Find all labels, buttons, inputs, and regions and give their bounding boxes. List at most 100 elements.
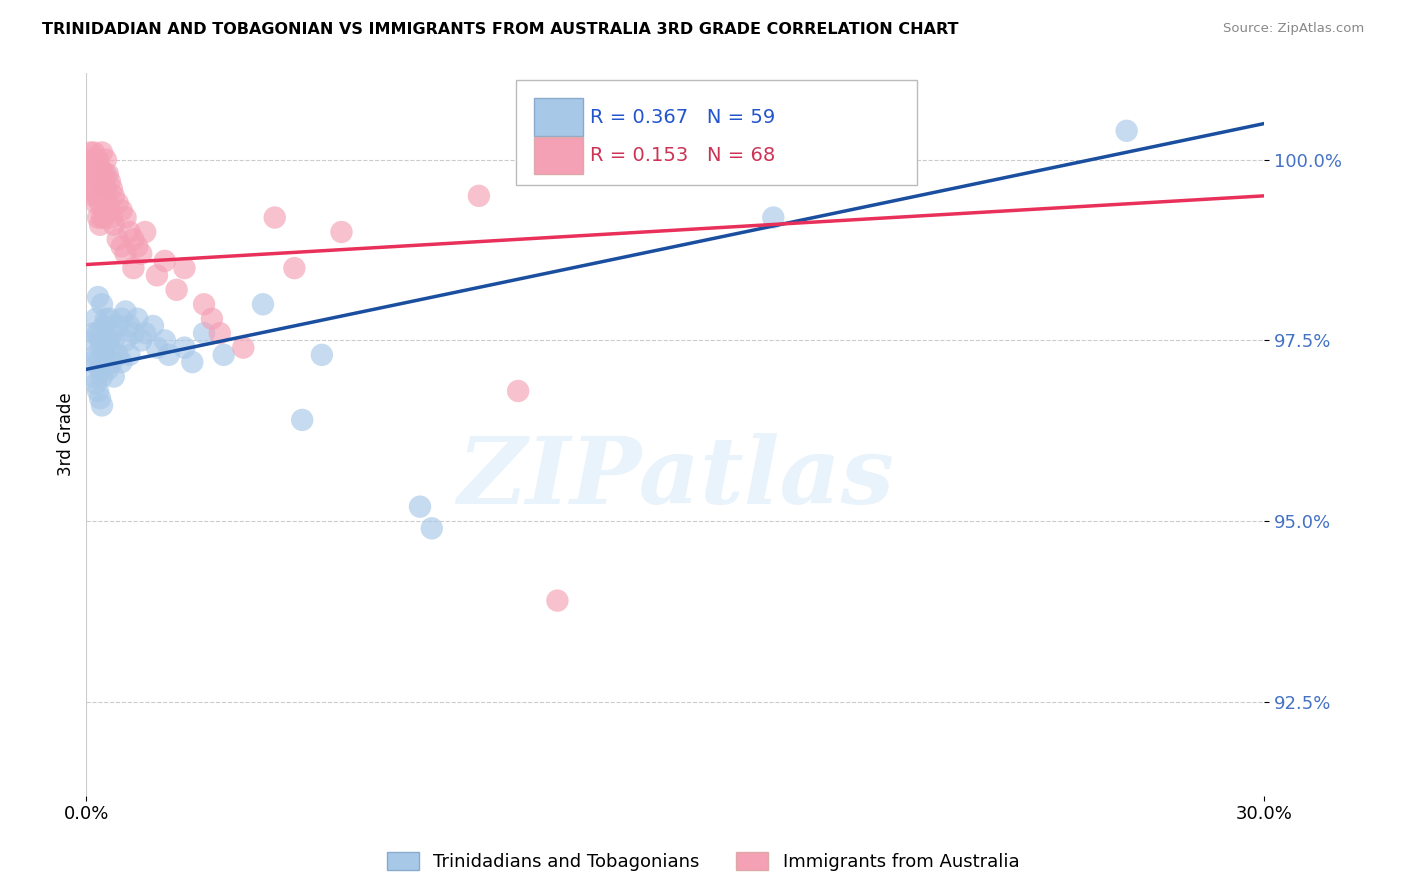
Point xyxy=(101,355,124,369)
Point xyxy=(122,326,145,341)
Point xyxy=(103,218,125,232)
Point xyxy=(1115,124,1137,138)
Point xyxy=(89,391,111,405)
Point xyxy=(93,167,115,181)
Point xyxy=(82,355,104,369)
Point xyxy=(87,211,110,225)
Point xyxy=(311,348,333,362)
Point xyxy=(193,326,215,341)
Point xyxy=(84,167,107,181)
Point xyxy=(201,311,224,326)
Point xyxy=(87,290,110,304)
Point xyxy=(83,189,105,203)
Point xyxy=(93,348,115,362)
Point xyxy=(468,189,491,203)
Point xyxy=(173,261,195,276)
Point xyxy=(87,189,110,203)
Point xyxy=(101,326,124,341)
Point xyxy=(118,318,141,333)
Point xyxy=(153,334,176,348)
Point xyxy=(87,153,110,167)
Point xyxy=(91,341,114,355)
Point xyxy=(208,326,231,341)
Point xyxy=(93,318,115,333)
Point xyxy=(291,413,314,427)
Legend: Trinidadians and Tobagonians, Immigrants from Australia: Trinidadians and Tobagonians, Immigrants… xyxy=(380,845,1026,879)
Y-axis label: 3rd Grade: 3rd Grade xyxy=(58,392,75,476)
Point xyxy=(107,348,129,362)
Point xyxy=(98,311,121,326)
Point xyxy=(84,196,107,211)
Point xyxy=(94,153,117,167)
Point xyxy=(91,399,114,413)
Point xyxy=(508,384,530,398)
Point xyxy=(107,232,129,246)
Point xyxy=(101,181,124,195)
Point xyxy=(89,160,111,174)
Text: R = 0.153   N = 68: R = 0.153 N = 68 xyxy=(591,146,776,165)
Point xyxy=(98,341,121,355)
Point xyxy=(103,369,125,384)
Point xyxy=(134,225,156,239)
Point xyxy=(98,174,121,188)
Point xyxy=(87,167,110,181)
Point xyxy=(83,160,105,174)
Point xyxy=(153,253,176,268)
Point xyxy=(181,355,204,369)
Point xyxy=(84,181,107,195)
Point xyxy=(82,334,104,348)
FancyBboxPatch shape xyxy=(534,136,583,174)
Point xyxy=(83,174,105,188)
Point xyxy=(420,521,443,535)
Text: R = 0.367   N = 59: R = 0.367 N = 59 xyxy=(591,108,776,127)
Point xyxy=(134,326,156,341)
Point xyxy=(82,153,104,167)
Point xyxy=(107,196,129,211)
FancyBboxPatch shape xyxy=(534,98,583,136)
Point xyxy=(91,297,114,311)
Point xyxy=(94,167,117,181)
Point xyxy=(129,246,152,260)
Point xyxy=(79,145,101,160)
Point xyxy=(114,246,136,260)
Point xyxy=(330,225,353,239)
Point xyxy=(82,181,104,195)
Point xyxy=(111,355,134,369)
Point xyxy=(409,500,432,514)
Point xyxy=(114,304,136,318)
Point xyxy=(93,211,115,225)
Point xyxy=(87,355,110,369)
Point xyxy=(87,326,110,341)
Point xyxy=(146,268,169,283)
Point xyxy=(94,203,117,218)
Text: TRINIDADIAN AND TOBAGONIAN VS IMMIGRANTS FROM AUSTRALIA 3RD GRADE CORRELATION CH: TRINIDADIAN AND TOBAGONIAN VS IMMIGRANTS… xyxy=(42,22,959,37)
Point xyxy=(142,318,165,333)
Point xyxy=(111,239,134,253)
Point xyxy=(84,311,107,326)
Point xyxy=(98,203,121,218)
Point xyxy=(107,318,129,333)
Point xyxy=(114,211,136,225)
Point xyxy=(83,326,105,341)
Point xyxy=(87,384,110,398)
Point xyxy=(103,334,125,348)
FancyBboxPatch shape xyxy=(516,80,917,185)
Point xyxy=(89,218,111,232)
Point xyxy=(252,297,274,311)
Point xyxy=(91,369,114,384)
Point xyxy=(146,341,169,355)
Point xyxy=(232,341,254,355)
Point xyxy=(122,232,145,246)
Point xyxy=(91,189,114,203)
Point xyxy=(89,334,111,348)
Point xyxy=(83,145,105,160)
Point xyxy=(89,362,111,376)
Point xyxy=(91,167,114,181)
Point xyxy=(283,261,305,276)
Point xyxy=(89,174,111,188)
Point xyxy=(84,376,107,391)
Point xyxy=(94,311,117,326)
Point xyxy=(122,261,145,276)
Point xyxy=(89,196,111,211)
Point xyxy=(193,297,215,311)
